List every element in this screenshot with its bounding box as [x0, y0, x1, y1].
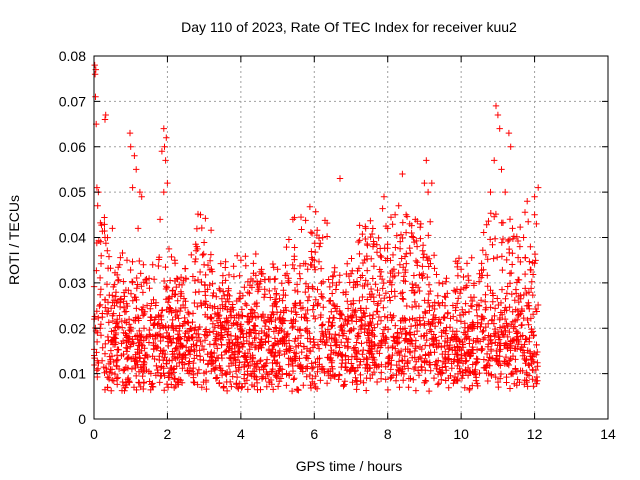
data-point-group — [91, 61, 542, 305]
y-tick-label: 0.08 — [59, 48, 86, 64]
y-tick-label: 0.05 — [59, 184, 86, 200]
x-axis-ticks: 0 2 4 6 8 10 12 14 — [90, 56, 616, 442]
data-point-group — [101, 209, 537, 394]
y-tick-label: 0.03 — [59, 275, 86, 291]
x-tick-label: 8 — [384, 426, 392, 442]
chart-title: Day 110 of 2023, Rate Of TEC Index for r… — [181, 19, 517, 35]
x-axis-label: GPS time / hours — [296, 458, 403, 474]
y-tick-label: 0.06 — [59, 139, 86, 155]
x-tick-label: 12 — [527, 426, 543, 442]
x-tick-label: 14 — [600, 426, 616, 442]
y-tick-label: 0.02 — [59, 320, 86, 336]
x-tick-label: 6 — [310, 426, 318, 442]
x-tick-label: 2 — [164, 426, 172, 442]
data-points — [90, 61, 542, 395]
x-tick-label: 0 — [90, 426, 98, 442]
y-tick-label: 0.01 — [59, 366, 86, 382]
y-tick-label: 0.07 — [59, 93, 86, 109]
y-axis-ticks: 0 0.01 0.02 0.03 0.04 0.05 0.06 0.07 0.08 — [59, 48, 608, 427]
y-tick-label: 0.04 — [59, 230, 86, 246]
x-tick-label: 10 — [453, 426, 469, 442]
y-axis-label: ROTI / TECUs — [6, 195, 22, 285]
x-tick-label: 4 — [237, 426, 245, 442]
y-tick-label: 0 — [78, 411, 86, 427]
data-point-group — [95, 213, 540, 393]
